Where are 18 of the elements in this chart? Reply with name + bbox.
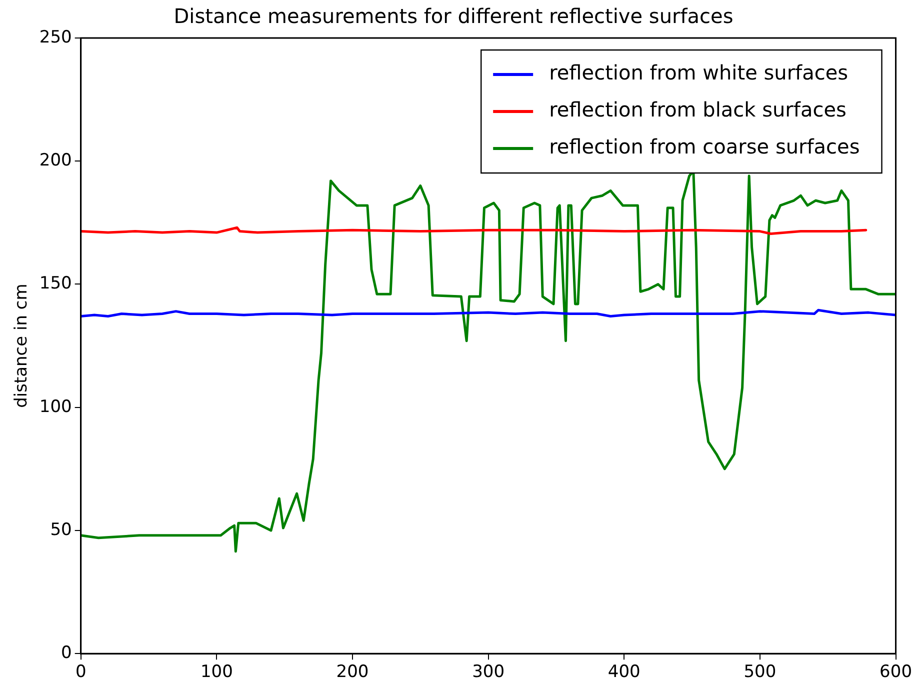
x-tick-label: 600 bbox=[880, 662, 912, 682]
x-tick-label: 500 bbox=[744, 662, 776, 682]
x-tick-label: 100 bbox=[200, 662, 233, 682]
y-tick-label: 150 bbox=[39, 274, 72, 294]
legend-label: reflection from white surfaces bbox=[549, 60, 848, 85]
x-tick-label: 200 bbox=[336, 662, 369, 682]
y-tick-label: 250 bbox=[39, 27, 72, 48]
y-tick-label: 100 bbox=[39, 396, 72, 417]
y-tick-label: 200 bbox=[39, 150, 72, 171]
y-tick-label: 50 bbox=[50, 520, 72, 540]
x-tick-label: 300 bbox=[472, 662, 505, 682]
chart-title: Distance measurements for different reflective surfaces bbox=[174, 4, 734, 28]
x-tick-label: 0 bbox=[75, 662, 86, 682]
y-tick-label: 0 bbox=[61, 643, 72, 664]
legend-label: reflection from coarse surfaces bbox=[549, 134, 860, 159]
x-tick-label: 400 bbox=[608, 662, 640, 682]
legend-label: reflection from black surfaces bbox=[549, 98, 846, 122]
y-axis-title: distance in cm bbox=[12, 284, 32, 408]
